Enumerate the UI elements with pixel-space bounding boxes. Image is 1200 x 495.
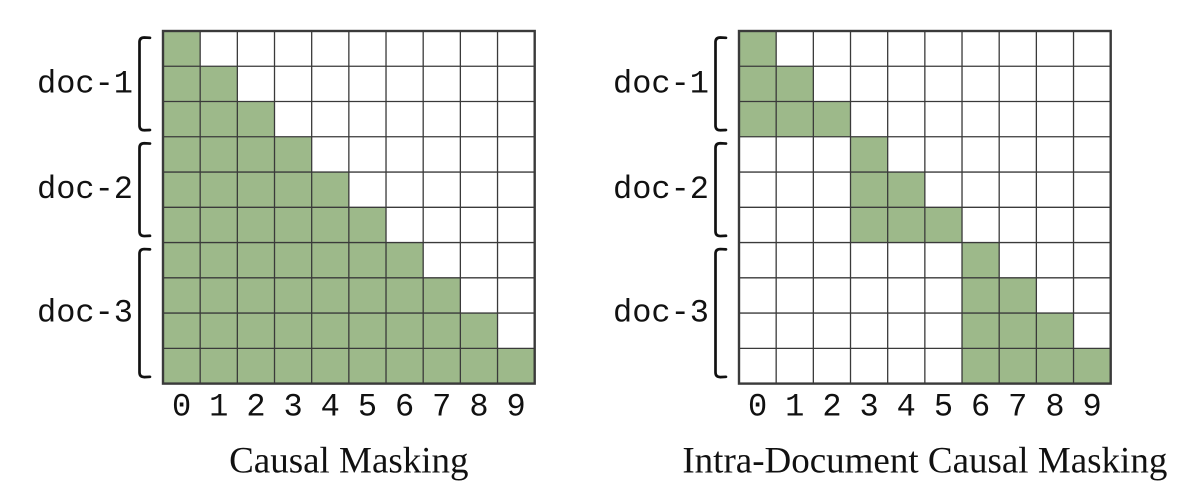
svg-text:doc-2: doc-2 xyxy=(37,171,133,208)
svg-text:8: 8 xyxy=(469,389,488,426)
svg-text:doc-3: doc-3 xyxy=(37,295,133,332)
svg-text:doc-1: doc-1 xyxy=(37,65,133,102)
svg-text:3: 3 xyxy=(859,389,878,426)
svg-text:3: 3 xyxy=(283,389,302,426)
svg-text:Causal Masking: Causal Masking xyxy=(229,441,468,482)
svg-text:doc-3: doc-3 xyxy=(613,295,709,332)
svg-text:2: 2 xyxy=(822,389,841,426)
svg-text:0: 0 xyxy=(748,389,767,426)
svg-text:7: 7 xyxy=(432,389,451,426)
svg-text:8: 8 xyxy=(1045,389,1064,426)
svg-text:6: 6 xyxy=(971,389,990,426)
svg-text:9: 9 xyxy=(1083,389,1102,426)
svg-text:5: 5 xyxy=(934,389,953,426)
svg-text:1: 1 xyxy=(785,389,804,426)
svg-text:1: 1 xyxy=(209,389,228,426)
svg-text:4: 4 xyxy=(321,389,340,426)
svg-text:doc-2: doc-2 xyxy=(613,171,709,208)
svg-text:5: 5 xyxy=(358,389,377,426)
svg-text:0: 0 xyxy=(172,389,191,426)
svg-text:doc-1: doc-1 xyxy=(613,65,709,102)
svg-text:9: 9 xyxy=(507,389,526,426)
svg-text:7: 7 xyxy=(1008,389,1027,426)
svg-text:Intra-Document Causal Masking: Intra-Document Causal Masking xyxy=(682,441,1167,482)
svg-text:6: 6 xyxy=(395,389,414,426)
svg-text:2: 2 xyxy=(246,389,265,426)
svg-text:4: 4 xyxy=(897,389,916,426)
